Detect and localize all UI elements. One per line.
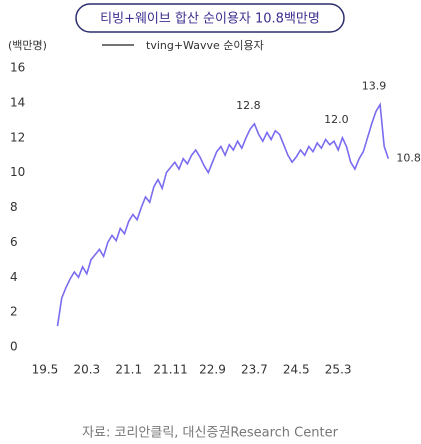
chart-title: 티빙+웨이브 합산 순이용자 10.8백만명 (100, 12, 320, 27)
y-tick-label: 14 (10, 95, 25, 109)
source: 자료: 코리안클릭, 대신증권Research Center (82, 426, 339, 441)
x-tick-label: 20.3 (73, 363, 100, 377)
y-tick-label: 10 (10, 165, 25, 179)
y-tick-label: 0 (10, 340, 18, 354)
x-tick-label: 24.5 (283, 363, 310, 377)
data-label: 12.8 (236, 99, 261, 112)
legend-label: tving+Wavve 순이용자 (146, 39, 264, 52)
y-axis-label: (백만명) (8, 39, 47, 52)
x-tick-label: 22.9 (199, 363, 226, 377)
data-label: 12.0 (324, 113, 349, 126)
data-label: 13.9 (362, 80, 387, 93)
data-label: 10.8 (396, 152, 421, 165)
y-tick-label: 6 (10, 235, 18, 249)
y-tick-label: 4 (10, 270, 18, 284)
x-tick-label: 19.5 (32, 363, 59, 377)
x-tick-label: 25.3 (325, 363, 352, 377)
line (56, 102, 390, 327)
y-tick-label: 16 (10, 61, 25, 75)
x-tick-label: 21.1 (115, 363, 142, 377)
x-tick-label: 23.7 (241, 363, 268, 377)
title-box (75, 3, 345, 33)
y-tick-label: 2 (10, 305, 18, 319)
y-tick-label: 8 (10, 200, 18, 214)
y-tick-label: 12 (10, 130, 25, 144)
x-tick-label: 21.11 (153, 363, 187, 377)
